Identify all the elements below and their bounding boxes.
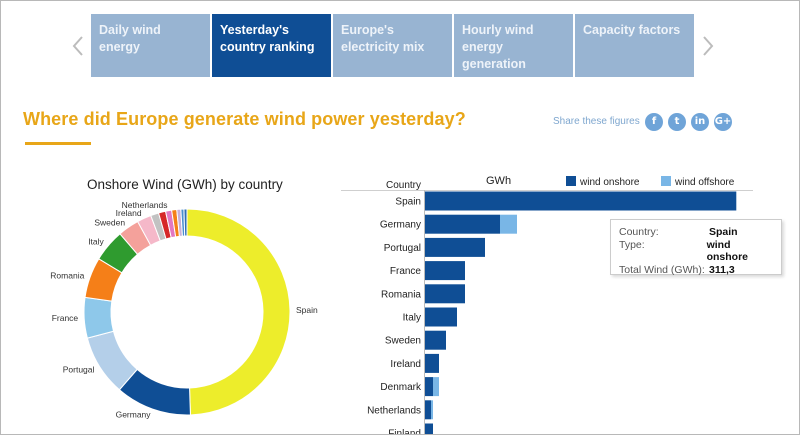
bar-germany-wind-onshore[interactable] (425, 214, 500, 234)
bar-denmark-wind-offshore[interactable] (433, 377, 439, 397)
category-label-finland: Finland (388, 429, 421, 435)
twitter-icon[interactable]: t (668, 113, 686, 131)
tab-capacity-factors[interactable]: Capacity factors (575, 14, 694, 77)
bar-spain-wind-onshore[interactable] (425, 191, 737, 211)
bar-netherlands-wind-offshore[interactable] (431, 400, 433, 420)
donut-label: Netherlands (122, 200, 168, 210)
chevron-right-icon[interactable] (701, 35, 715, 57)
tab-electricity-mix[interactable]: Europe's electricity mix (333, 14, 452, 77)
category-label-ireland: Ireland (390, 359, 421, 370)
donut-label: Portugal (63, 365, 95, 375)
bar-sweden-wind-onshore[interactable] (425, 330, 446, 350)
category-label-netherlands: Netherlands (367, 405, 421, 416)
tooltip-country-label: Country: (619, 226, 659, 238)
page-title: Where did Europe generate wind power yes… (23, 109, 466, 129)
donut-chart: Spain Germany Portugal France Romania Italy Sw… (50, 200, 318, 420)
bar-chart: Country GWh wind onshore wind offshore Spain… (341, 175, 753, 435)
x-axis-title: GWh (486, 175, 511, 187)
bar-italy-wind-onshore[interactable] (425, 307, 457, 327)
donut-slice-france[interactable] (83, 296, 115, 339)
tab-hourly-generation[interactable]: Hourly wind energy generation (454, 14, 573, 77)
facebook-icon[interactable]: f (645, 113, 663, 131)
donut-label: France (52, 313, 79, 323)
category-label-portugal: Portugal (384, 243, 421, 254)
tooltip-country-value: Spain (709, 226, 738, 238)
tab-country-ranking[interactable]: Yesterday's country ranking (212, 14, 331, 77)
bar-netherlands-wind-onshore[interactable] (425, 400, 431, 420)
tab-daily-wind-energy[interactable]: Daily wind energy (91, 14, 210, 77)
donut-label: Ireland (116, 208, 142, 218)
tooltip-type-label: Type: (619, 238, 645, 251)
legend-swatch-wind-onshore (566, 176, 576, 186)
bar-romania-wind-onshore[interactable] (425, 284, 465, 304)
category-label-france: France (390, 266, 422, 277)
category-label-spain: Spain (395, 197, 421, 208)
donut-label: Romania (50, 270, 84, 280)
bar-ireland-wind-onshore[interactable] (425, 353, 439, 373)
bar-finland-wind-onshore[interactable] (425, 423, 433, 435)
category-label-germany: Germany (380, 220, 421, 231)
bar-germany-wind-offshore[interactable] (500, 214, 517, 234)
donut-slice[interactable] (183, 208, 188, 237)
chevron-left-icon[interactable] (71, 35, 85, 57)
category-label-sweden: Sweden (385, 336, 421, 347)
donut-slice-spain[interactable] (186, 208, 291, 416)
donut-label: Italy (88, 237, 104, 247)
bar-denmark-wind-onshore[interactable] (425, 377, 433, 397)
tooltip-total-label: Total Wind (GWh): (619, 263, 705, 276)
y-axis-title: Country (386, 180, 421, 191)
donut-chart-title: Onshore Wind (GWh) by country (87, 177, 283, 192)
share-label: Share these figures (553, 116, 640, 127)
google-plus-icon[interactable]: G+ (714, 113, 732, 131)
donut-label: Germany (116, 410, 152, 420)
donut-label: Spain (296, 305, 318, 315)
bar-france-wind-onshore[interactable] (425, 261, 465, 281)
legend-label-wind-offshore[interactable]: wind offshore (674, 177, 735, 188)
legend-swatch-wind-offshore (661, 176, 671, 186)
chart-tooltip: Country: Spain Type: wind onshore Total Wi… (610, 219, 782, 276)
category-label-italy: Italy (403, 313, 421, 324)
legend-label-wind-onshore[interactable]: wind onshore (579, 177, 640, 188)
category-label-romania: Romania (381, 289, 421, 300)
tab-bar: Daily wind energy Yesterday's country ra… (91, 14, 694, 77)
category-label-denmark: Denmark (380, 382, 422, 393)
title-underline (25, 142, 91, 145)
donut-label: Sweden (94, 217, 125, 227)
linkedin-icon[interactable]: in (691, 113, 709, 131)
bar-portugal-wind-onshore[interactable] (425, 237, 485, 257)
tooltip-type-value: wind onshore (706, 238, 748, 264)
tooltip-total-value: 311,3 (709, 263, 735, 276)
